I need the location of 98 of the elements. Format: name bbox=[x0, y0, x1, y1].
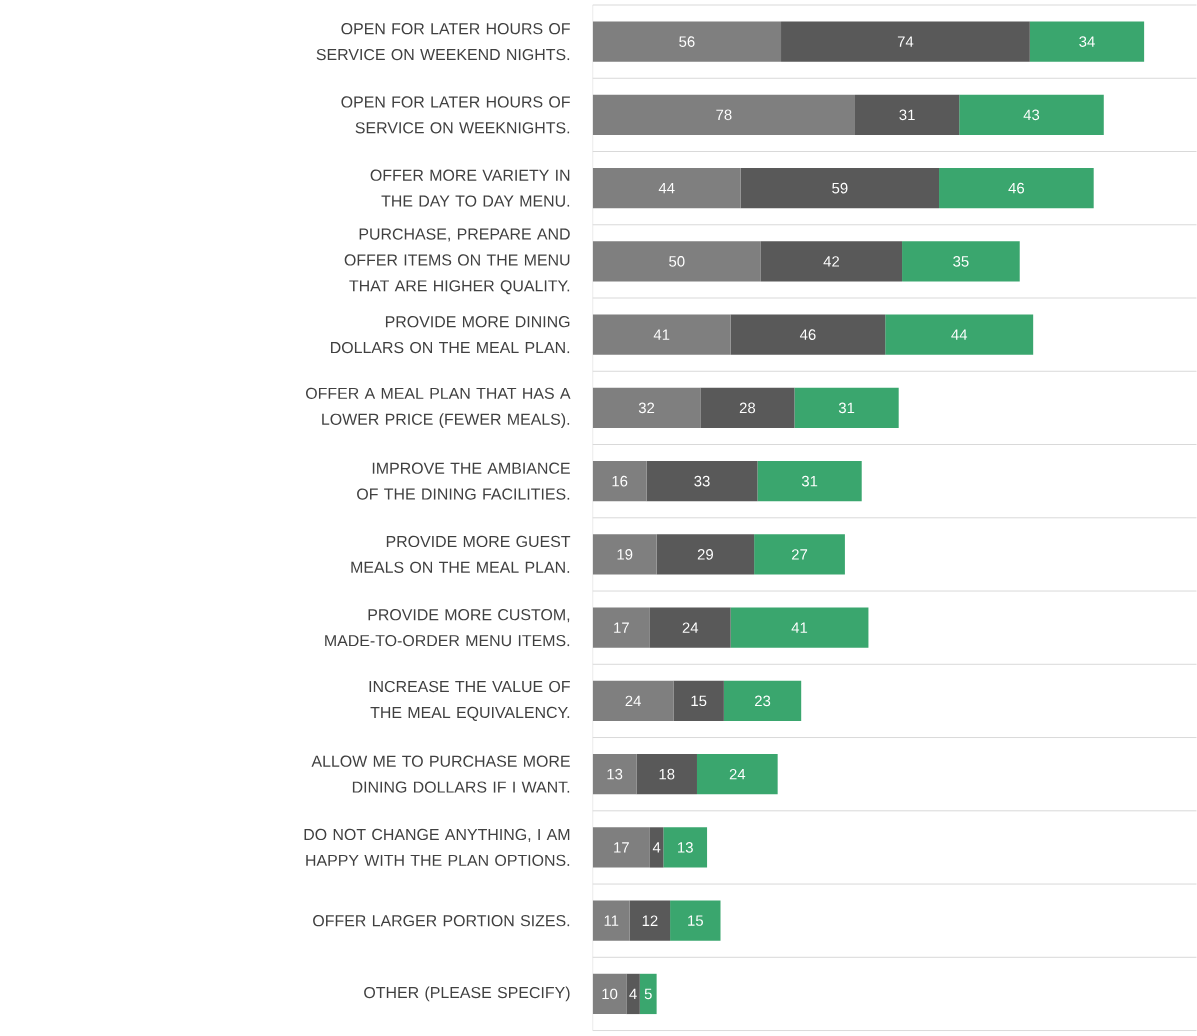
y-tick-label: IMPROVE THE AMBIANCE OF THE DINING FACILITIES. bbox=[357, 462, 570, 500]
bar bbox=[592, 607, 650, 649]
bar bbox=[592, 94, 855, 136]
data-label: 17 bbox=[614, 842, 629, 853]
data-label: 41 bbox=[791, 622, 808, 634]
data-label: 35 bbox=[953, 256, 969, 267]
y-tick-label: PURCHASE, PREPARE AND OFFER ITEMS ON THE MENU THAT ARE HIGHER QUALITY. bbox=[344, 228, 570, 295]
bar bbox=[592, 241, 761, 282]
bar bbox=[959, 94, 1104, 136]
data-label: 13 bbox=[607, 769, 623, 780]
data-label: 33 bbox=[694, 476, 710, 487]
bar bbox=[754, 534, 845, 575]
bar bbox=[629, 900, 671, 942]
y-tick-label: OPEN FOR LATER HOURS OF SERVICE ON WEEKNIGHTS. bbox=[341, 96, 570, 134]
data-label: 32 bbox=[638, 402, 655, 414]
bar bbox=[730, 314, 886, 356]
bar bbox=[592, 21, 782, 62]
data-label: 31 bbox=[838, 402, 855, 414]
data-label: 16 bbox=[612, 476, 628, 487]
data-label: 41 bbox=[653, 329, 670, 340]
data-label: 56 bbox=[679, 36, 695, 48]
data-label: 34 bbox=[1079, 36, 1095, 48]
data-label: 74 bbox=[897, 36, 914, 47]
y-tick-label: OFFER LARGER PORTION SIZES. bbox=[313, 915, 570, 927]
bar bbox=[592, 754, 637, 795]
data-label: 59 bbox=[832, 183, 848, 194]
bar bbox=[939, 168, 1094, 209]
data-label: 13 bbox=[678, 842, 693, 853]
y-tick-label: PROVIDE MORE CUSTOM, MADE-TO-ORDER MENU ITEMS. bbox=[325, 609, 570, 647]
data-label: 17 bbox=[614, 622, 629, 634]
y-tick-label: OTHER (PLEASE SPECIFY) bbox=[364, 986, 570, 1002]
bar bbox=[592, 900, 630, 942]
data-label: 42 bbox=[823, 256, 840, 267]
data-label: 11 bbox=[604, 915, 619, 927]
data-label: 12 bbox=[642, 915, 658, 927]
bar bbox=[649, 827, 664, 868]
bar bbox=[592, 168, 741, 209]
y-tick-label: PROVIDE MORE DINING DOLLARS ON THE MEAL PLAN. bbox=[331, 316, 570, 354]
bar bbox=[592, 827, 650, 868]
data-label: 50 bbox=[669, 256, 685, 267]
bar bbox=[673, 680, 724, 722]
data-label: 78 bbox=[716, 109, 732, 121]
bar bbox=[902, 241, 1020, 282]
bar bbox=[646, 461, 758, 502]
data-label: 18 bbox=[659, 769, 675, 780]
y-tick-label: ALLOW ME TO PURCHASE MORE DINING DOLLARS IF I WANT. bbox=[311, 755, 570, 793]
bar bbox=[592, 680, 674, 722]
data-label: 15 bbox=[688, 915, 703, 927]
y-tick-label: INCREASE THE VALUE OF THE MEAL EQUIVALENCY. bbox=[369, 681, 570, 722]
data-label: 28 bbox=[739, 402, 756, 414]
bar bbox=[670, 900, 721, 942]
bar bbox=[740, 168, 940, 209]
data-label: 5 bbox=[644, 988, 652, 1000]
bar bbox=[656, 534, 755, 575]
data-label: 4 bbox=[629, 989, 637, 1000]
bar bbox=[1029, 21, 1145, 62]
bar bbox=[626, 974, 640, 1015]
bar bbox=[592, 461, 647, 502]
bar bbox=[730, 607, 869, 649]
y-tick-label: OFFER MORE VARIETY IN THE DAY TO DAY MENU. bbox=[370, 169, 570, 207]
bar bbox=[636, 754, 697, 795]
bar bbox=[639, 974, 657, 1015]
y-tick-label: OFFER A MEAL PLAN THAT HAS A LOWER PRICE (FEWER MEALS). bbox=[306, 387, 571, 429]
bar bbox=[649, 607, 731, 649]
data-label: 31 bbox=[899, 109, 915, 121]
bar bbox=[592, 314, 731, 356]
bar bbox=[723, 680, 802, 722]
data-label: 24 bbox=[729, 769, 746, 780]
bar bbox=[700, 387, 795, 429]
bar bbox=[592, 534, 657, 575]
data-label: 24 bbox=[625, 695, 641, 707]
data-label: 44 bbox=[658, 183, 675, 194]
bar bbox=[781, 21, 1030, 62]
bar bbox=[885, 314, 1034, 356]
y-tick-label: PROVIDE MORE GUEST MEALS ON THE MEAL PLAN. bbox=[351, 536, 571, 574]
bar bbox=[592, 974, 627, 1015]
bar bbox=[760, 241, 903, 282]
data-label: 27 bbox=[791, 549, 808, 560]
data-label: 24 bbox=[682, 622, 699, 634]
data-label: 23 bbox=[754, 695, 771, 707]
bar bbox=[854, 94, 960, 136]
data-label: 44 bbox=[951, 329, 968, 340]
bar bbox=[663, 827, 708, 868]
bar bbox=[592, 387, 701, 429]
data-label: 46 bbox=[1008, 183, 1025, 194]
data-label: 4 bbox=[652, 842, 661, 853]
data-label: 19 bbox=[617, 549, 633, 560]
y-tick-label: OPEN FOR LATER HOURS OF SERVICE ON WEEKEND NIGHTS. bbox=[316, 23, 570, 61]
data-label: 15 bbox=[691, 695, 707, 707]
data-label: 10 bbox=[602, 988, 618, 1000]
bar bbox=[794, 387, 899, 429]
data-label: 46 bbox=[799, 329, 816, 341]
bar bbox=[757, 461, 862, 502]
data-label: 43 bbox=[1023, 109, 1040, 121]
bar bbox=[696, 754, 778, 795]
y-tick-label: DO NOT CHANGE ANYTHING, I AM HAPPY WITH THE PLAN OPTIONS. bbox=[304, 829, 570, 867]
data-label: 29 bbox=[697, 549, 713, 560]
data-label: 31 bbox=[801, 476, 818, 487]
